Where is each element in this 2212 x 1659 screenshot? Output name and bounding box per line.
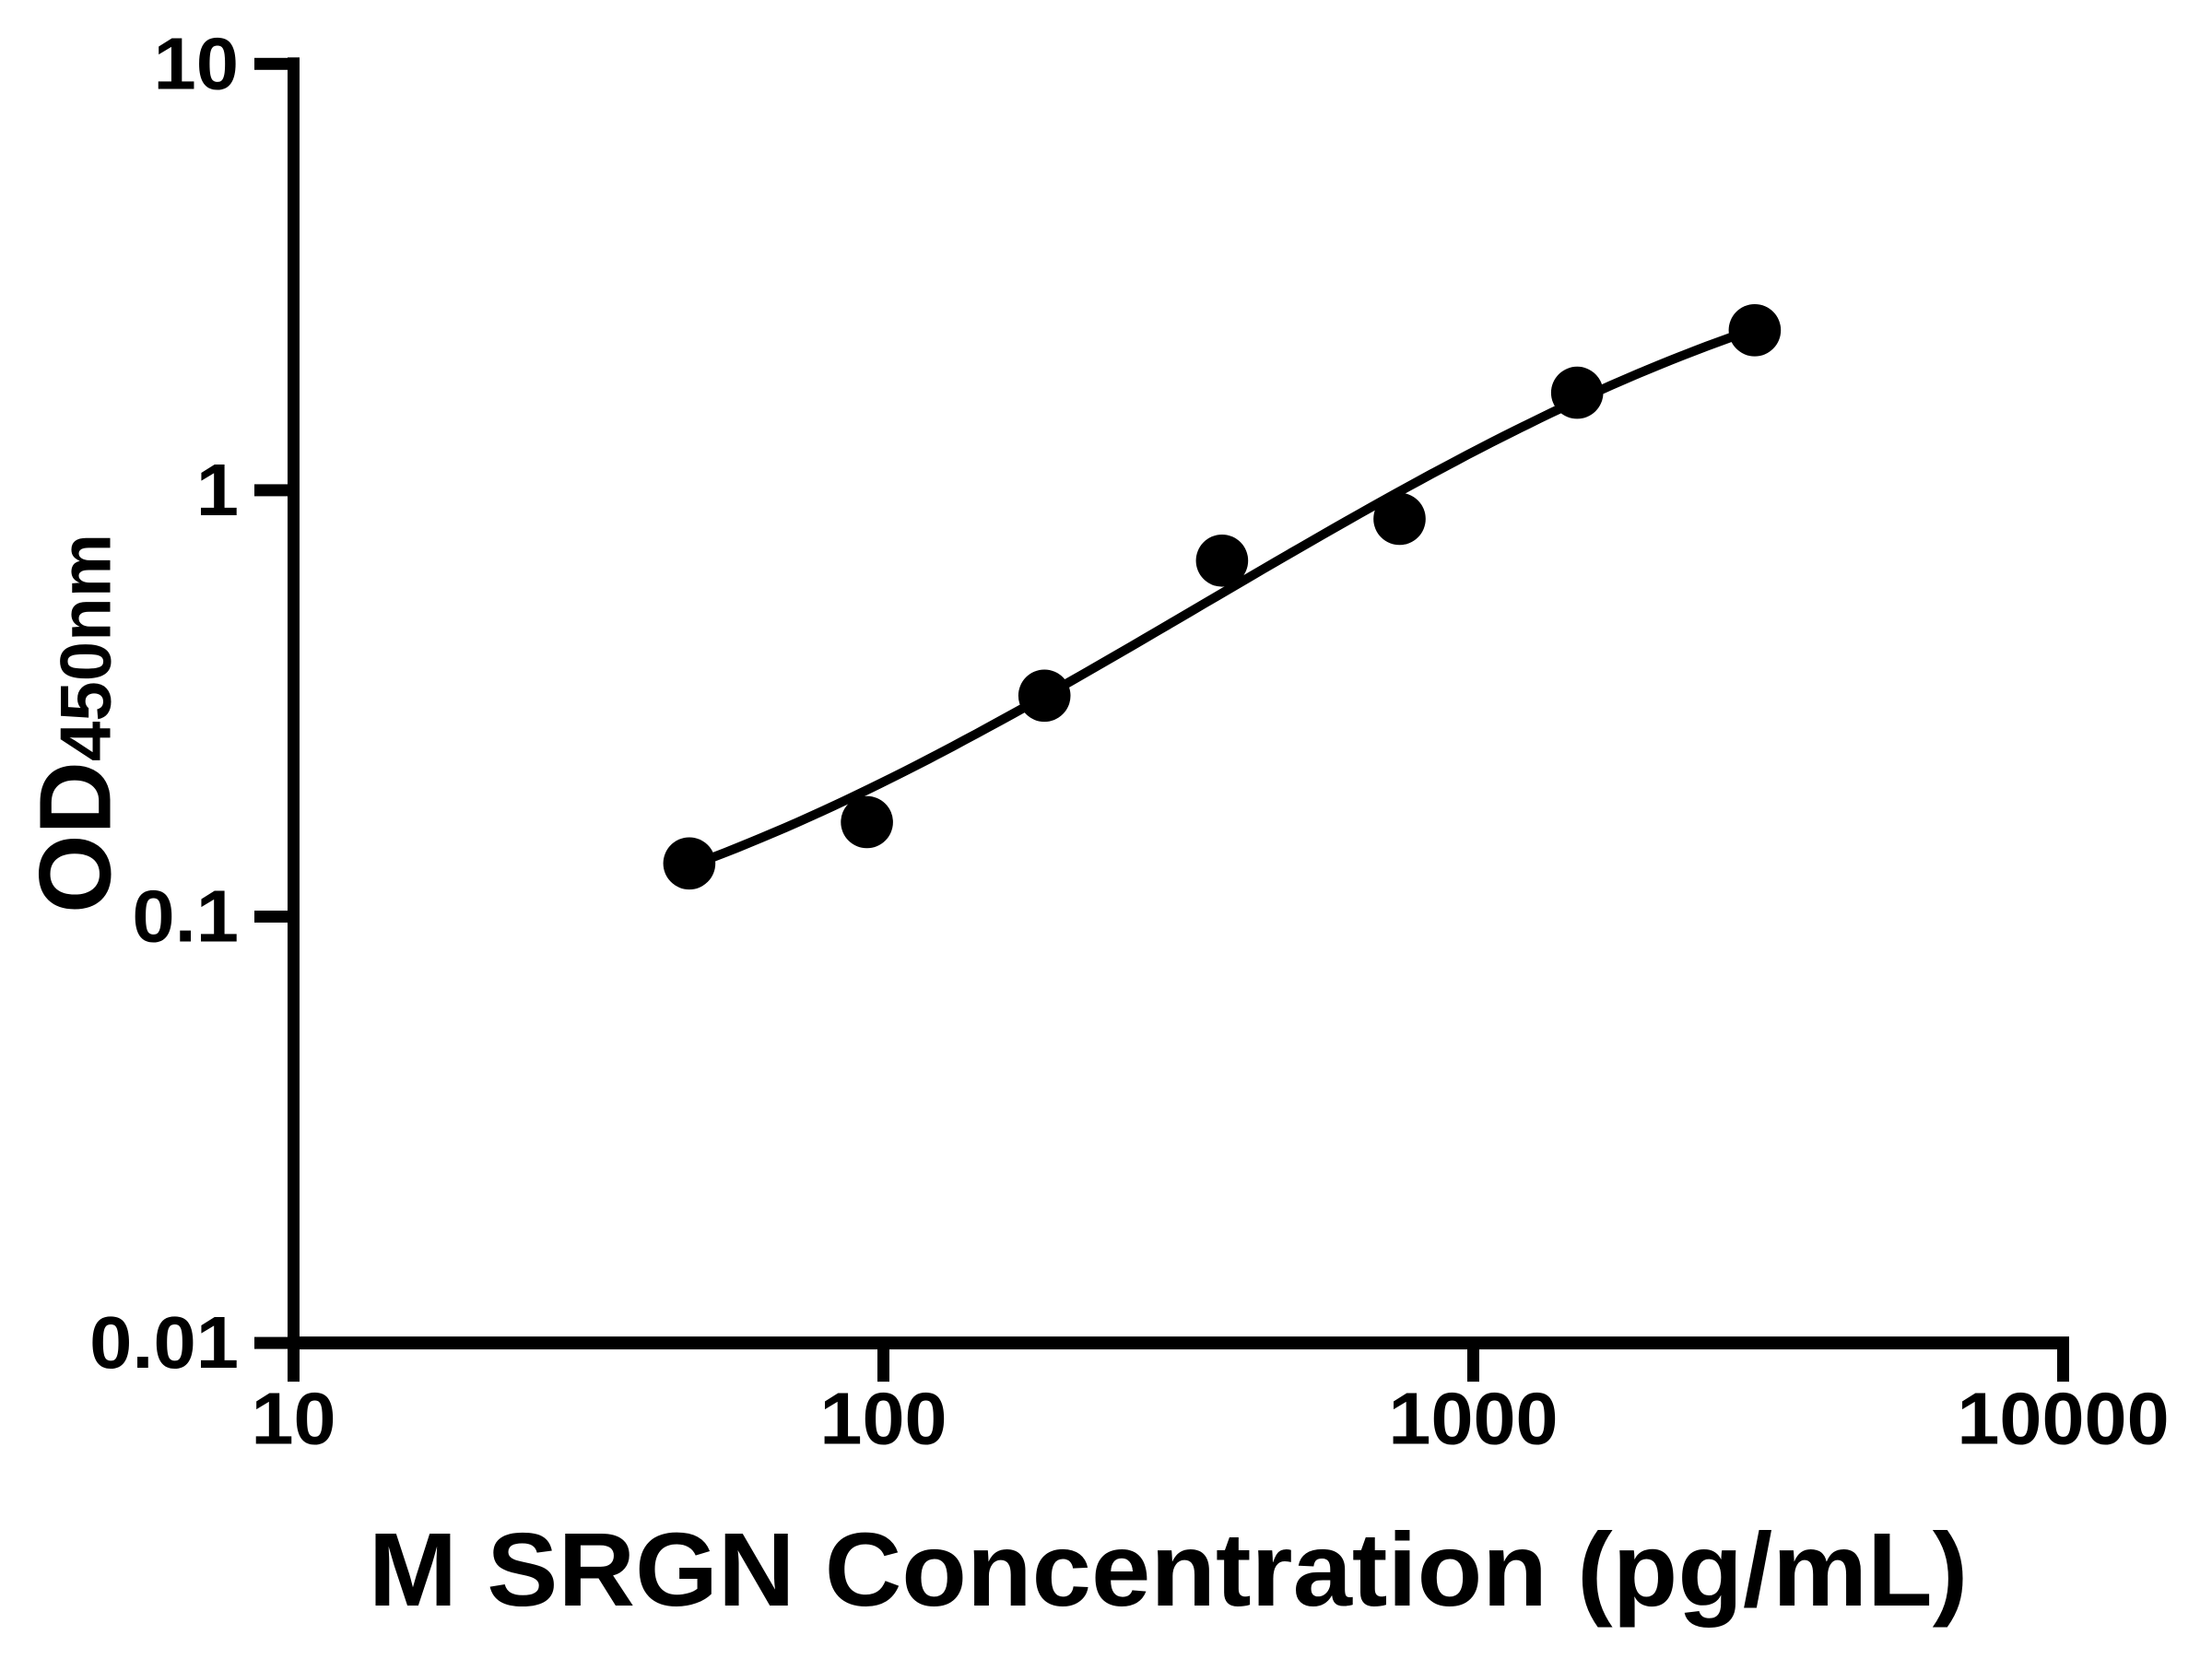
svg-text:10: 10 [153, 23, 239, 105]
svg-text:100: 100 [819, 1378, 947, 1460]
svg-text:0.1: 0.1 [132, 876, 239, 958]
svg-text:1000: 1000 [1388, 1378, 1558, 1460]
svg-text:0.01: 0.01 [89, 1302, 239, 1384]
svg-text:10000: 10000 [1957, 1378, 2169, 1460]
svg-text:1: 1 [196, 449, 239, 531]
svg-text:OD450nm: OD450nm [19, 534, 133, 913]
svg-text:10: 10 [251, 1378, 335, 1460]
svg-text:M SRGN Concentration (pg/mL): M SRGN Concentration (pg/mL) [369, 1512, 1968, 1628]
